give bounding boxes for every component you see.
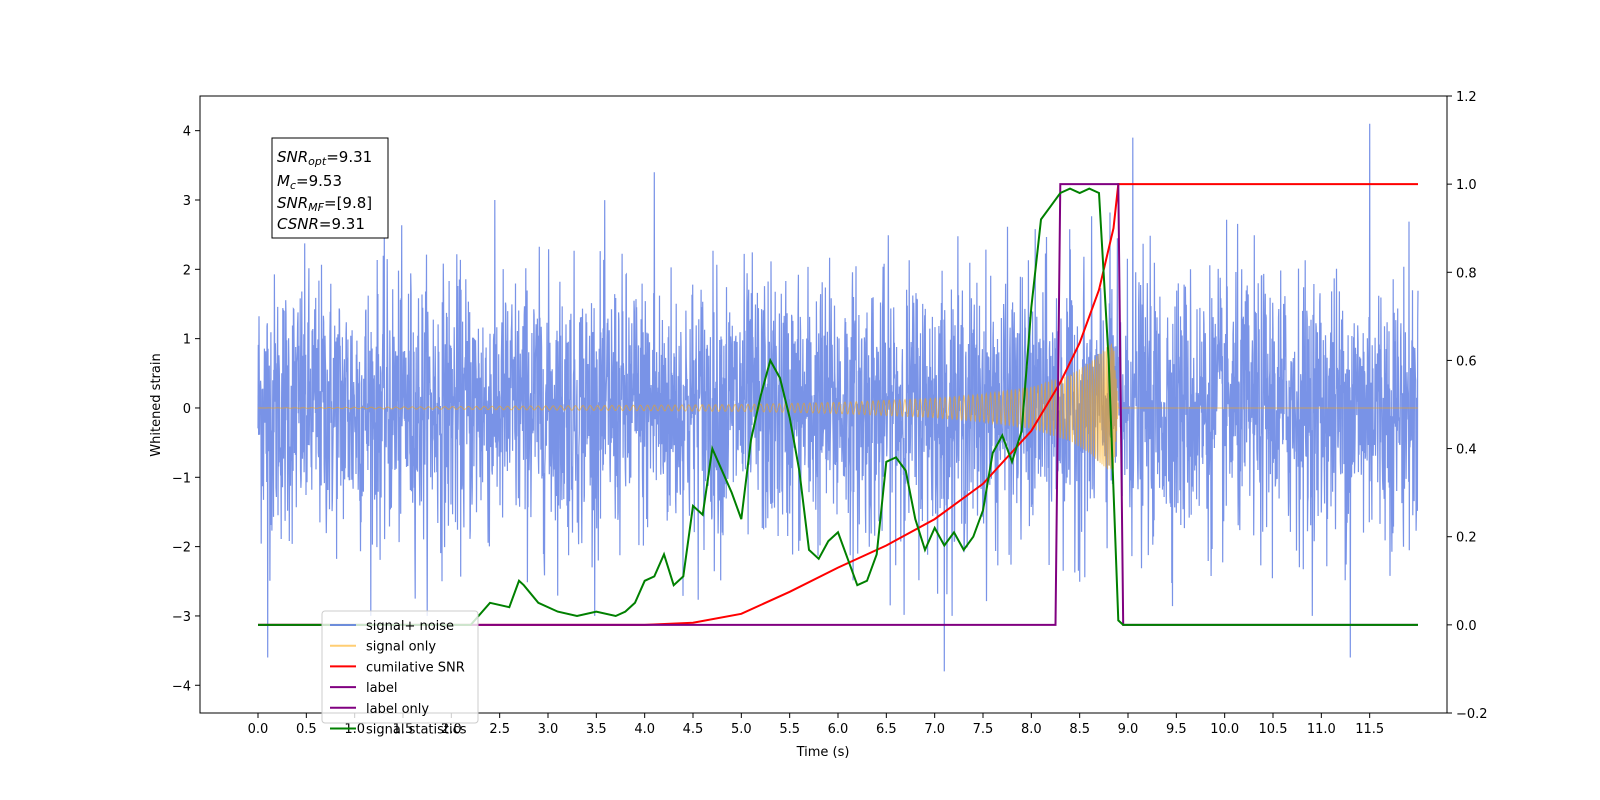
x-tick-label: 9.0 — [1118, 722, 1139, 737]
x-tick-label: 1.5 — [393, 722, 414, 737]
x-tick-label: 4.0 — [634, 722, 655, 737]
y2-tick-label: −0.2 — [1456, 707, 1488, 722]
y-tick-label: 3 — [183, 194, 191, 209]
legend-label-label-only: label only — [366, 702, 429, 717]
x-tick-label: 2.5 — [489, 722, 510, 737]
series-signal-noise — [257, 123, 1419, 672]
x-tick-label: 7.5 — [973, 722, 994, 737]
x-tick-label: 5.5 — [779, 722, 800, 737]
series-signal-only — [258, 343, 1418, 471]
x-tick-label: 8.5 — [1069, 722, 1090, 737]
y-tick-label: 2 — [183, 263, 191, 278]
y-tick-label: 0 — [183, 402, 191, 417]
annotation-line-2: Mc=9.53 — [277, 172, 342, 192]
y-axis-label: Whitened strain — [149, 353, 164, 456]
legend-label-label: label — [366, 681, 397, 696]
annotation-line-4: CSNR=9.31 — [277, 215, 365, 233]
y2-tick-label: 0.2 — [1456, 531, 1477, 546]
series-cumilative-snr — [258, 183, 1418, 626]
y2-tick-label: 1.2 — [1456, 90, 1477, 105]
x-tick-label: 9.5 — [1166, 722, 1187, 737]
y-tick-label: −2 — [172, 541, 191, 556]
x-tick-label: 0.0 — [248, 722, 269, 737]
series-signal-statistics — [258, 187, 1418, 626]
x-tick-label: 6.5 — [876, 722, 897, 737]
y2-tick-label: 0.6 — [1456, 354, 1477, 369]
y-tick-label: 4 — [183, 125, 191, 140]
x-tick-label: 8.0 — [1021, 722, 1042, 737]
x-tick-label: 3.5 — [586, 722, 607, 737]
annotation-line-3: SNRMF=[9.8] — [277, 194, 372, 214]
x-tick-label: 2.0 — [441, 722, 462, 737]
y-axis-left: 4 3 2 1 0 −1 −2 −3 −4 — [172, 125, 200, 694]
legend-label-signal-statistics: signal statistics — [366, 723, 467, 738]
x-tick-label: 5.0 — [731, 722, 752, 737]
plot-area — [257, 123, 1419, 672]
legend-label-signal-noise: signal+ noise — [366, 619, 454, 634]
axes-frame — [199, 95, 1448, 714]
y2-tick-label: 0.8 — [1456, 266, 1477, 281]
x-tick-label: 7.0 — [924, 722, 945, 737]
x-tick-label: 3.0 — [538, 722, 559, 737]
annotation-box: SNRopt=9.31 Mc=9.53 SNRMF=[9.8] CSNR=9.3… — [271, 137, 389, 239]
x-tick-label: 11.0 — [1307, 722, 1336, 737]
legend: signal+ noise signal only cumilative SNR la… — [321, 610, 479, 738]
y-tick-label: −4 — [172, 679, 191, 694]
y2-tick-label: 1.0 — [1456, 178, 1477, 193]
legend-label-cumilative-snr: cumilative SNR — [366, 660, 465, 675]
x-tick-label: 10.5 — [1259, 722, 1288, 737]
y2-tick-label: 0.4 — [1456, 443, 1477, 458]
y-tick-label: −3 — [172, 610, 191, 625]
x-axis-label: Time (s) — [796, 745, 850, 760]
x-tick-label: 11.5 — [1355, 722, 1384, 737]
y-tick-label: −1 — [172, 471, 191, 486]
y-axis-right: 1.2 1.0 0.8 0.6 0.4 0.2 0.0 −0.2 — [1447, 90, 1488, 722]
x-axis: 0.00.51.01.52.02.53.03.54.04.55.05.56.06… — [248, 713, 1384, 737]
x-tick-label: 4.5 — [683, 722, 704, 737]
y2-tick-label: 0.0 — [1456, 619, 1477, 634]
legend-label-signal-only: signal only — [366, 640, 436, 655]
annotation-line-1: SNRopt=9.31 — [277, 148, 372, 168]
legend-box — [321, 610, 479, 724]
x-tick-label: 6.0 — [828, 722, 849, 737]
x-tick-label: 10.0 — [1210, 722, 1239, 737]
x-tick-label: 0.5 — [296, 722, 317, 737]
y-tick-label: 1 — [183, 333, 191, 348]
